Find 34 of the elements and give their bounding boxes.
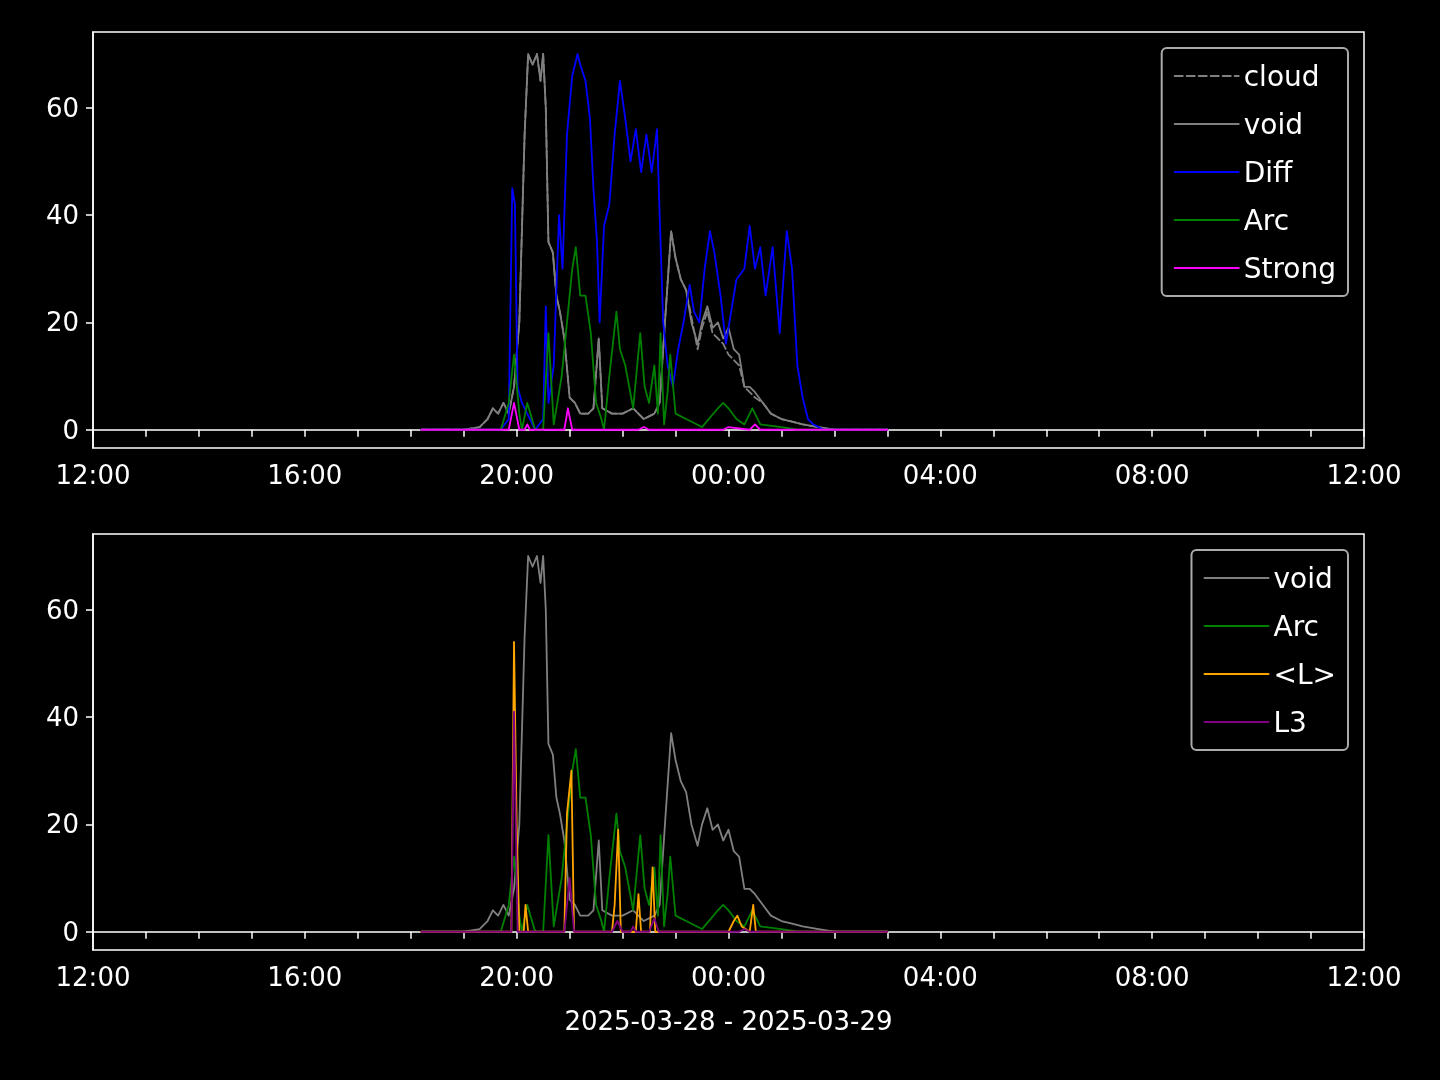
x-tick-label: 16:00	[267, 460, 343, 490]
x-tick-label: 08:00	[1114, 962, 1190, 992]
x-tick-label: 12:00	[55, 962, 131, 992]
x-tick-label: 00:00	[691, 962, 766, 992]
legend-label: <L>	[1273, 657, 1337, 691]
x-axis-title: 2025-03-28 - 2025-03-29	[564, 1006, 893, 1036]
y-tick-label: 60	[45, 594, 79, 625]
legend-label: Diff	[1243, 155, 1294, 189]
x-tick-label: 20:00	[479, 460, 555, 490]
y-tick-label: 40	[45, 702, 79, 733]
x-tick-label: 00:00	[691, 460, 766, 490]
y-tick-label: 0	[62, 414, 79, 445]
legend-label: cloud	[1243, 59, 1320, 93]
legend-label: Arc	[1273, 609, 1319, 643]
legend-label: Arc	[1243, 203, 1290, 237]
x-tick-label: 12:00	[1326, 460, 1402, 490]
x-tick-label: 04:00	[902, 962, 978, 992]
legend-label: void	[1243, 107, 1303, 141]
x-tick-label: 12:00	[1326, 962, 1402, 992]
y-tick-label: 0	[62, 916, 79, 947]
x-tick-label: 16:00	[267, 962, 343, 992]
legend-label: void	[1273, 561, 1333, 595]
y-tick-label: 20	[45, 809, 79, 840]
x-tick-label: 04:00	[902, 460, 978, 490]
legend-label: L3	[1273, 705, 1307, 739]
x-tick-label: 08:00	[1114, 460, 1190, 490]
y-tick-label: 40	[45, 200, 79, 231]
line-series	[420, 402, 889, 431]
line-series	[420, 710, 889, 933]
x-tick-label: 20:00	[479, 962, 555, 992]
y-tick-label: 20	[45, 307, 79, 338]
legend-label: Strong	[1243, 251, 1337, 285]
x-tick-label: 12:00	[55, 460, 131, 490]
y-tick-label: 60	[45, 92, 79, 123]
